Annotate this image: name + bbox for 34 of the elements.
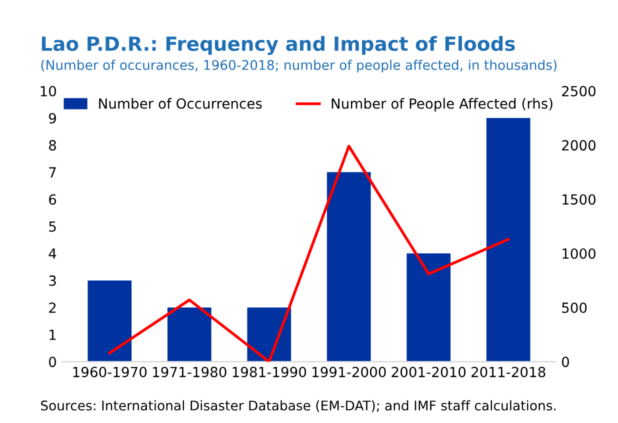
chart-subtitle: (Number of occurances, 1960-2018; number of people affected, in thousands) <box>41 60 557 73</box>
y2-tick-label: 500 <box>562 302 587 313</box>
bar <box>167 308 212 362</box>
y-tick-label: 1 <box>50 330 56 340</box>
y-tick-label: 8 <box>49 140 56 151</box>
x-tick-label: 2011-2018 <box>472 366 546 378</box>
y2-tick-label: 0 <box>562 356 569 368</box>
bar <box>326 172 371 362</box>
x-tick-label: 1981-1990 <box>232 366 306 378</box>
y-tick-label: 10 <box>40 86 56 96</box>
y-tick-label: 4 <box>48 248 56 259</box>
y-tick-label: 9 <box>48 112 56 124</box>
source-note: Sources: International Disaster Database (EM-DAT); and IMF staff calculations. <box>41 400 556 412</box>
x-tick-label: 1960-1970 <box>73 366 147 378</box>
y-tick-label: 6 <box>49 194 56 205</box>
y-tick-label: 0 <box>49 356 56 368</box>
x-tick-label: 1971-1980 <box>153 366 226 378</box>
y-tick-label: 7 <box>49 167 56 178</box>
y-tick-label: 3 <box>49 275 56 286</box>
bar <box>88 280 132 362</box>
x-tick-label: 2001-2010 <box>392 366 466 378</box>
legend-label: Number of Occurrences <box>99 98 262 109</box>
y2-tick-label: 2000 <box>562 140 596 151</box>
y2-tick-label: 1500 <box>562 194 596 205</box>
y-tick-label: 5 <box>49 221 56 232</box>
y2-tick-label: 2500 <box>562 86 596 96</box>
y-tick-label: 2 <box>49 302 56 313</box>
chart-title: Lao P.D.R.: Frequency and Impact of Floods <box>42 36 515 55</box>
x-tick-label: 1991-2000 <box>312 366 386 378</box>
legend-label: Number of People Affected (rhs) <box>332 98 552 112</box>
bar <box>486 118 530 362</box>
y2-tick-label: 1000 <box>562 248 596 259</box>
line-series <box>108 144 510 362</box>
bar <box>406 253 451 362</box>
